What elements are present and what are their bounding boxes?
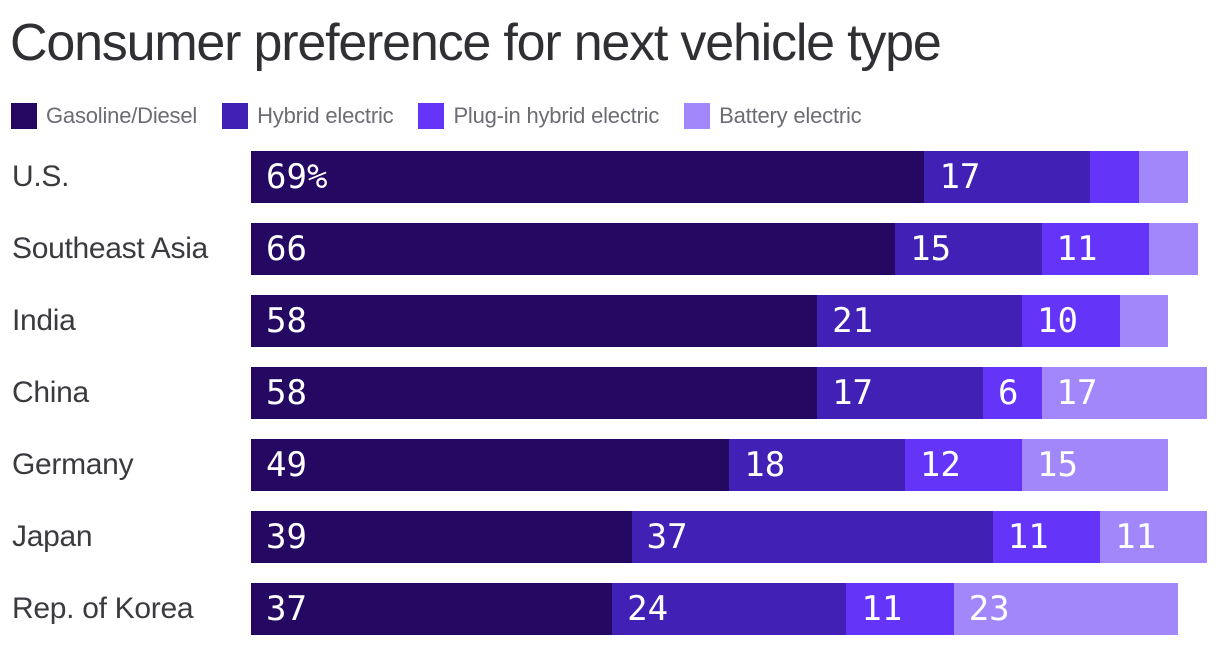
legend-swatch-icon (684, 103, 711, 129)
stacked-bar: 39 37 11 11 (251, 511, 1208, 563)
segment-value-label: 11 (1056, 229, 1098, 269)
bar-segment: 11 (992, 511, 1101, 563)
category-label: China (12, 376, 89, 409)
segment-value-label: 37 (266, 589, 307, 629)
segment-value-label: 18 (744, 445, 786, 485)
segment-value-label: 12 (919, 445, 961, 485)
bar-segment: 15 (1022, 439, 1169, 491)
stacked-bar: 37 24 11 23 (251, 583, 1179, 635)
bar-segment: 17 (924, 151, 1091, 203)
category-label: U.S. (12, 160, 70, 193)
legend-item-label: Gasoline/Diesel (46, 103, 198, 128)
segment-value-label: 23 (968, 589, 1010, 629)
chart-row: Japan 39 37 11 11 (0, 511, 1208, 563)
bar-chart: U.S. 69% 17 Southeast Asia 66 15 11 India 58 21 10… (0, 151, 1208, 655)
segment-value-label: 17 (832, 373, 874, 413)
bar-segment: 37 (631, 511, 993, 563)
bar-segment: 58 (251, 295, 818, 347)
bar-segment: 12 (904, 439, 1023, 491)
segment-value-label: 66 (266, 229, 307, 269)
chart-row: U.S. 69% 17 (0, 151, 1207, 203)
bar-segment (1139, 151, 1188, 203)
category-label: Germany (12, 448, 134, 481)
bar-segment: 11 (846, 583, 954, 635)
legend-item-4: Battery electric (684, 103, 862, 129)
legend-item-label: Battery electric (719, 103, 862, 128)
segment-value-label: 17 (939, 157, 981, 197)
category-label: Japan (12, 520, 93, 553)
bar-segment: 18 (729, 439, 905, 491)
bar-segment: 15 (895, 223, 1042, 275)
segment-value-label: 58 (266, 301, 307, 341)
legend-item-2: Hybrid electric (222, 103, 394, 129)
bar-segment: 21 (817, 295, 1023, 347)
stacked-bar: 58 17 6 17 (251, 367, 1208, 419)
bar-segment: 37 (251, 583, 613, 635)
bar-segment: 11 (1100, 511, 1208, 563)
bar-segment: 58 (251, 367, 818, 419)
bar-segment: 17 (1041, 367, 1208, 419)
stacked-bar: 66 15 11 (251, 223, 1198, 275)
segment-value-label: 15 (1037, 445, 1078, 485)
bar-segment: 69% (251, 151, 925, 203)
category-label: Rep. of Korea (12, 592, 194, 625)
legend-item-1: Gasoline/Diesel (11, 103, 197, 129)
segment-value-label: 37 (646, 517, 688, 557)
legend: Gasoline/Diesel Hybrid electric Plug-in hy… (11, 103, 862, 129)
bar-segment: 24 (612, 583, 847, 635)
chart-row: India 58 21 10 (0, 295, 1207, 347)
chart-title: Consumer preference for next vehicle typ… (10, 14, 942, 72)
segment-value-label: 11 (1115, 517, 1157, 557)
legend-item-3: Plug-in hybrid electric (418, 103, 659, 129)
bar-segment: 39 (251, 511, 632, 563)
segment-value-label: 69% (266, 157, 328, 197)
segment-value-label: 6 (997, 373, 1019, 413)
bar-segment: 11 (1041, 223, 1149, 275)
stacked-bar: 49 18 12 15 (251, 439, 1169, 491)
legend-swatch-icon (222, 103, 249, 129)
chart-row: China 58 17 6 17 (0, 367, 1208, 419)
bar-segment (1119, 295, 1169, 347)
legend-swatch-icon (418, 103, 445, 129)
segment-value-label: 39 (266, 517, 307, 557)
segment-value-label: 11 (1007, 517, 1049, 557)
segment-value-label: 11 (861, 589, 903, 629)
bar-segment: 23 (953, 583, 1179, 635)
segment-value-label: 17 (1056, 373, 1098, 413)
bar-segment: 17 (817, 367, 983, 419)
legend-item-label: Hybrid electric (257, 103, 394, 128)
chart-row: Germany 49 18 12 15 (0, 439, 1207, 491)
bar-segment: 49 (251, 439, 730, 491)
legend-swatch-icon (11, 103, 37, 129)
segment-value-label: 21 (832, 301, 874, 341)
bar-segment: 66 (251, 223, 896, 275)
legend-item-label: Plug-in hybrid electric (453, 103, 660, 128)
stacked-bar: 58 21 10 (251, 295, 1169, 347)
segment-value-label: 24 (627, 589, 669, 629)
segment-value-label: 49 (266, 445, 307, 485)
segment-value-label: 10 (1037, 301, 1078, 341)
category-label: India (12, 304, 76, 337)
segment-value-label: 58 (266, 373, 307, 413)
chart-row: Southeast Asia 66 15 11 (0, 223, 1207, 275)
bar-segment: 6 (982, 367, 1042, 419)
segment-value-label: 15 (910, 229, 952, 269)
category-label: Southeast Asia (12, 232, 208, 265)
bar-segment (1148, 223, 1198, 275)
chart-row: Rep. of Korea 37 24 11 23 (0, 583, 1207, 635)
bar-segment: 10 (1022, 295, 1120, 347)
bar-segment (1090, 151, 1140, 203)
stacked-bar: 69% 17 (251, 151, 1188, 203)
